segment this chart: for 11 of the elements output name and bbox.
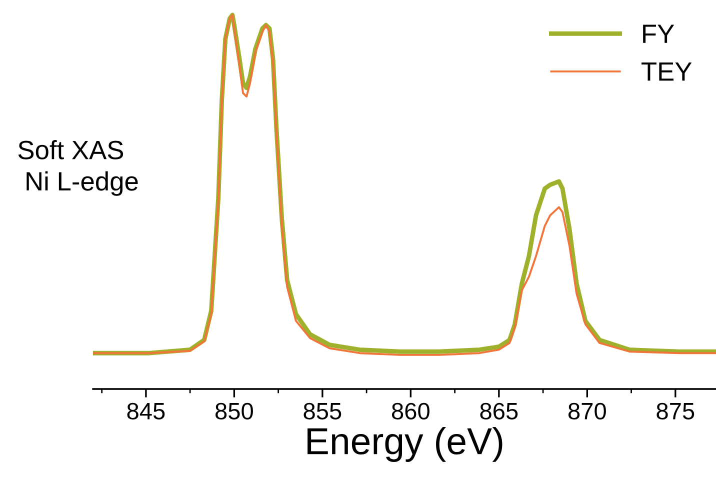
- x-axis-title: Energy (eV): [308, 426, 502, 462]
- x-tick-label: 875: [656, 402, 694, 420]
- x-tick-label: 860: [392, 402, 430, 420]
- x-tick-label: 845: [127, 402, 165, 420]
- x-tick-label: 865: [480, 402, 518, 420]
- legend-label: TEY: [642, 62, 692, 81]
- annotation: Soft XAS Ni L-edge: [18, 140, 138, 196]
- x-tick-label: 855: [304, 402, 342, 420]
- x-tick-label: 870: [568, 402, 606, 420]
- x-tick-label: 850: [216, 402, 253, 420]
- legend-label: FY: [643, 24, 674, 43]
